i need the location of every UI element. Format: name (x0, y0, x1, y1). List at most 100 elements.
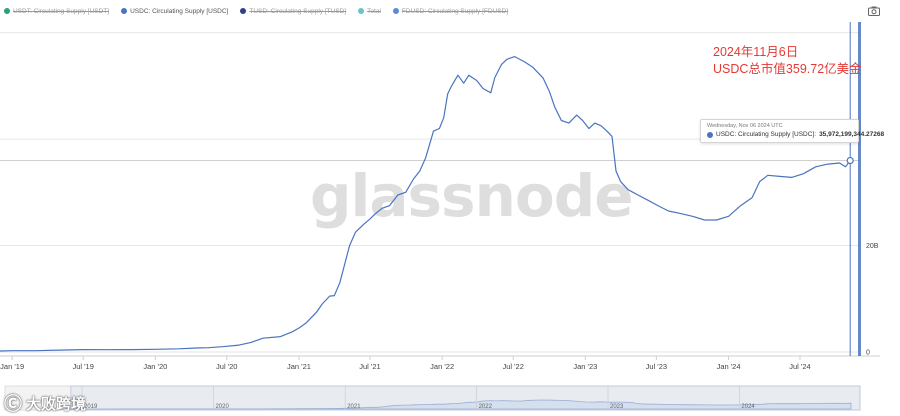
legend-item-3[interactable]: Total (358, 8, 381, 15)
data-point (648, 200, 649, 201)
data-point (155, 349, 156, 350)
legend-label: USDC: Circulating Supply [USDC] (130, 7, 229, 15)
navigator-label: 2023 (610, 404, 624, 410)
legend-item-4[interactable]: FDUSD: Circulating Supply [FDUSD] (392, 8, 508, 15)
right-scroll-handle[interactable] (858, 22, 861, 356)
data-point (482, 88, 483, 89)
x-tick-label: Jul '23 (646, 362, 667, 371)
data-point (815, 166, 816, 167)
data-point (222, 346, 223, 347)
data-point (298, 327, 299, 328)
data-point (628, 189, 629, 190)
data-point (601, 125, 602, 126)
data-point (178, 348, 179, 349)
data-point (767, 175, 768, 176)
navigator[interactable]: 2019 2020 2021 2022 2023 2024 (4, 22, 861, 411)
brand-logo-icon: Ⓒ (4, 394, 22, 414)
navigator-label: 2019 (84, 404, 98, 410)
data-point (827, 164, 828, 165)
tooltip-series-name: USDC: Circulating Supply [USDC]: (716, 131, 817, 138)
data-point (532, 67, 533, 68)
data-point (839, 162, 840, 163)
data-point (594, 123, 595, 124)
tooltip-value: 35,972,199,344.27268 (819, 131, 885, 138)
tooltip-date: Wednesday, Nov 06 2024 UTC (707, 123, 783, 129)
data-point (107, 349, 108, 350)
data-point (740, 205, 741, 206)
legend-dot-icon (240, 8, 247, 14)
data-point (292, 331, 293, 332)
data-point (606, 131, 607, 132)
data-point (363, 224, 364, 225)
data-point (208, 347, 209, 348)
x-tick-label: Jul '21 (359, 362, 380, 371)
x-tick-label: Jan '21 (287, 362, 311, 371)
data-point (316, 312, 317, 313)
data-point (419, 170, 420, 171)
x-tick-label: Jul '22 (502, 362, 523, 371)
x-tick-label: Jul '24 (789, 362, 810, 371)
data-point (329, 296, 330, 297)
data-point (752, 197, 753, 198)
data-point (728, 216, 729, 217)
camera-icon[interactable] (868, 6, 880, 16)
y-tick-label: 20B (866, 243, 879, 250)
series-line-0 (0, 56, 851, 352)
navigator-label: 2020 (215, 404, 229, 410)
data-point (196, 347, 197, 348)
data-point (845, 166, 846, 167)
chart-legend: USDT: Circulating Supply [USDT] USDC: Cir… (4, 4, 508, 18)
legend-dot-icon (392, 8, 399, 14)
brand-text: 大败跨境 (26, 395, 87, 413)
data-point (443, 117, 444, 118)
data-point (803, 173, 804, 174)
data-point (576, 115, 577, 116)
data-point (12, 350, 13, 351)
data-point (439, 128, 440, 129)
data-point (620, 181, 621, 182)
navigator-label: 2024 (741, 404, 755, 410)
data-point (433, 131, 434, 132)
data-point (83, 349, 84, 350)
annotation-label: 2024年11月6日 USDC总市值359.72亿美金 (713, 44, 862, 78)
x-tick-label: Jan '19 (0, 362, 24, 371)
legend-item-0[interactable]: USDT: Circulating Supply [USDT] (4, 8, 109, 15)
legend-item-2[interactable]: TUSD: Circulating Supply [TUSD] (240, 8, 346, 15)
data-point (779, 176, 780, 177)
data-point (680, 213, 681, 214)
data-point (131, 349, 132, 350)
data-point (514, 56, 515, 57)
data-point (692, 216, 693, 217)
data-point (59, 350, 60, 351)
data-point (35, 350, 36, 351)
data-point (611, 136, 612, 137)
data-point (759, 181, 760, 182)
gridlines (0, 32, 860, 353)
data-point (494, 77, 495, 78)
data-point (549, 91, 550, 92)
x-tick-label: Jan '23 (573, 362, 597, 371)
data-point (554, 107, 555, 108)
data-point (524, 61, 525, 62)
highlight-point (846, 156, 854, 165)
legend-dot-icon (121, 8, 128, 14)
x-tick-label: Jan '22 (430, 362, 454, 371)
data-point (382, 208, 383, 209)
data-point (588, 128, 589, 129)
tooltip-row: USDC: Circulating Supply [USDC]: 35,972,… (707, 131, 884, 138)
data-point (704, 219, 705, 220)
data-point (451, 85, 452, 86)
x-tick-label: Jul '20 (216, 362, 237, 371)
annotation-line-2: USDC总市值359.72亿美金 (713, 62, 862, 76)
legend-item-1[interactable]: USDC: Circulating Supply [USDC] (121, 8, 228, 15)
navigator-selection[interactable] (70, 385, 861, 411)
chart-tooltip: Wednesday, Nov 06 2024 UTC USDC: Circula… (700, 119, 884, 143)
data-point (339, 282, 340, 283)
data-point (375, 213, 376, 214)
data-point (457, 75, 458, 76)
data-point (349, 245, 350, 246)
navigator-label: 2021 (347, 404, 361, 410)
data-point (280, 336, 281, 337)
navigator-series-area (48, 399, 852, 410)
